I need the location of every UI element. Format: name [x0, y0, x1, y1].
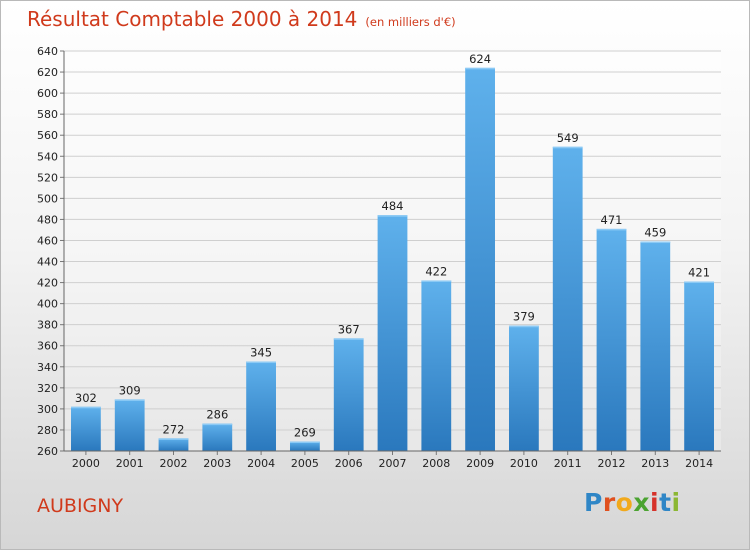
logo-letter: x	[633, 488, 650, 517]
logo-letter: P	[584, 488, 603, 517]
proxiti-logo[interactable]: Proxiti	[584, 488, 681, 517]
value-label-2009: 624	[469, 52, 491, 66]
bar-layer: 302 309 272 286 345 269 367 484 422 624 379 549 471 4…	[71, 52, 714, 451]
bar-highlight	[596, 228, 627, 231]
y-tick-label: 380	[37, 319, 58, 332]
x-tick-label-2004: 2004	[247, 457, 275, 470]
x-tick-label-2010: 2010	[510, 457, 538, 470]
y-tick-label: 480	[37, 213, 58, 226]
title-line: Résultat Comptable 2000 à 2014 (en millie…	[27, 7, 456, 31]
x-tick-label-2002: 2002	[160, 457, 188, 470]
y-tick-label: 520	[37, 171, 58, 184]
logo-letter: o	[615, 488, 634, 517]
y-tick-label: 420	[37, 277, 58, 290]
y-tick-label: 620	[37, 66, 58, 79]
y-tick-label: 360	[37, 340, 58, 353]
y-tick-label: 580	[37, 108, 58, 121]
value-label-2001: 309	[119, 383, 141, 397]
x-tick-label-2008: 2008	[422, 457, 450, 470]
y-tick-label: 440	[37, 256, 58, 269]
bar-2013	[640, 241, 671, 451]
y-tick-label: 640	[37, 45, 58, 58]
bar-highlight	[114, 399, 145, 401]
value-label-2002: 272	[163, 422, 185, 436]
y-tick-label: 540	[37, 150, 58, 163]
bar-2014	[684, 281, 714, 451]
x-tick-label-2013: 2013	[641, 457, 669, 470]
value-label-2013: 459	[644, 226, 666, 240]
bar-2006	[333, 338, 364, 451]
x-tick-label-2007: 2007	[379, 457, 407, 470]
bar-highlight	[465, 67, 495, 70]
bar-highlight	[377, 215, 408, 217]
chart-subtitle: (en milliers d'€)	[365, 15, 456, 29]
value-label-2008: 422	[425, 264, 447, 278]
y-tick-label: 320	[37, 382, 58, 395]
bar-highlight	[202, 423, 233, 426]
bar-highlight	[290, 441, 320, 444]
chart-title: Résultat Comptable 2000 à 2014	[27, 7, 358, 31]
x-tick-label-2005: 2005	[291, 457, 319, 470]
bar-2012	[596, 228, 627, 451]
bar-highlight	[421, 280, 452, 282]
logo-letter: r	[602, 488, 616, 517]
logo-letter: i	[650, 488, 660, 517]
bar-highlight	[640, 241, 671, 244]
value-label-2000: 302	[75, 391, 97, 405]
bar-highlight	[684, 281, 714, 284]
bar-2008	[421, 280, 452, 451]
value-label-2003: 286	[206, 408, 228, 422]
bar-highlight	[552, 146, 583, 149]
y-tick-label: 560	[37, 129, 58, 142]
y-tick-label: 260	[37, 445, 58, 458]
x-tick-label-2012: 2012	[598, 457, 626, 470]
y-tick-label: 460	[37, 234, 58, 247]
logo-letter: i	[671, 488, 681, 517]
bar-highlight	[509, 325, 539, 328]
commune-name: AUBIGNY	[37, 495, 124, 517]
x-tick-label-2011: 2011	[554, 457, 582, 470]
bar-2000	[71, 406, 101, 451]
bar-2010	[509, 325, 539, 451]
value-label-2006: 367	[338, 322, 360, 336]
y-tick-label: 600	[37, 87, 58, 100]
axis-layer: 260 280 300 320 340 360 380 400 420 440 460 480 500 5…	[37, 45, 721, 470]
y-tick-label: 300	[37, 403, 58, 416]
y-tick-label: 280	[37, 424, 58, 437]
x-tick-label-2009: 2009	[466, 457, 494, 470]
bar-highlight	[333, 338, 364, 340]
value-label-2005: 269	[294, 426, 316, 440]
value-label-2004: 345	[250, 346, 272, 360]
value-label-2007: 484	[382, 199, 404, 213]
value-label-2014: 421	[688, 266, 710, 280]
value-label-2012: 471	[601, 213, 623, 227]
bar-2005	[290, 441, 320, 451]
bar-2007	[377, 215, 408, 451]
value-label-2010: 379	[513, 310, 535, 324]
bar-2001	[114, 399, 145, 451]
bar-2004	[246, 361, 276, 451]
bar-highlight	[71, 406, 101, 409]
y-tick-label: 340	[37, 361, 58, 374]
x-tick-label-2014: 2014	[685, 457, 713, 470]
bar-highlight	[158, 438, 189, 440]
bar-2011	[552, 146, 583, 451]
x-tick-label-2006: 2006	[335, 457, 363, 470]
bar-2002	[158, 438, 189, 451]
x-tick-label-2001: 2001	[116, 457, 144, 470]
x-tick-label-2003: 2003	[203, 457, 231, 470]
y-tick-label: 500	[37, 192, 58, 205]
y-tick-label: 400	[37, 298, 58, 311]
x-tick-label-2000: 2000	[72, 457, 100, 470]
bar-2009	[465, 67, 495, 451]
logo-letter: t	[659, 488, 672, 517]
bar-2003	[202, 423, 233, 451]
value-label-2011: 549	[557, 131, 579, 145]
bar-highlight	[246, 361, 276, 364]
